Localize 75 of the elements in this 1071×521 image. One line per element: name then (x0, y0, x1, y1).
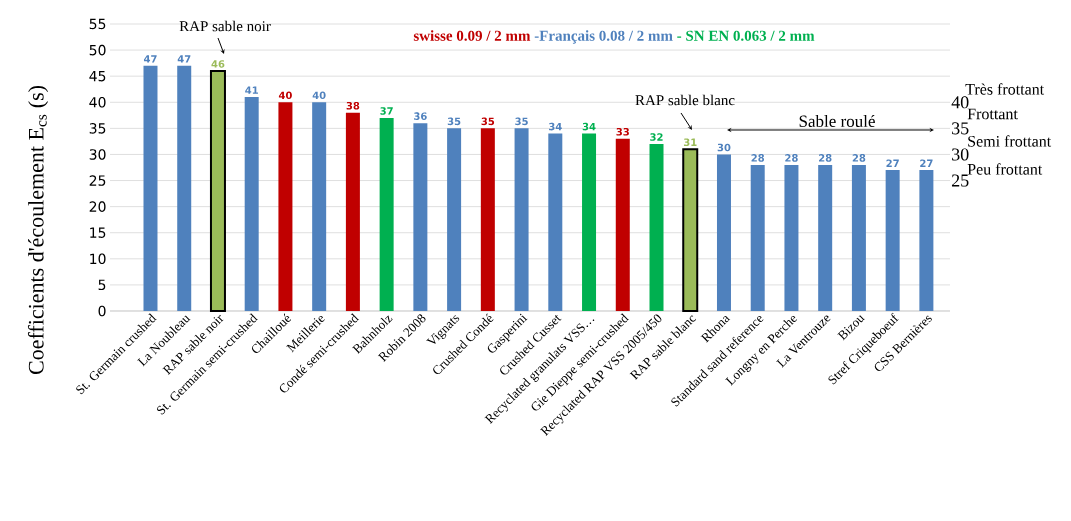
text: Peu frottant (967, 163, 1043, 175)
bar (447, 128, 462, 311)
data-label: 35 (515, 117, 528, 126)
y-tick-label: 10 (90, 253, 106, 265)
y-tick-label: 35 (89, 123, 106, 134)
annotation: RAP sable noir (179, 20, 271, 32)
bar (312, 102, 327, 311)
data-label: 38 (346, 101, 360, 110)
bar (784, 164, 799, 311)
text: - SN EN 0.063 / 2 mm (677, 30, 815, 41)
y2-tick-label: 30 (952, 148, 969, 161)
bar (919, 170, 934, 311)
data-label: 28 (751, 154, 765, 162)
data-label: 40 (278, 91, 292, 100)
data-label: 28 (852, 154, 866, 162)
y-tick-label: 45 (89, 70, 106, 82)
bar (244, 97, 259, 311)
bar (818, 164, 833, 311)
y-tick-label: 15 (90, 227, 106, 238)
data-label: 31 (683, 138, 697, 147)
bar (413, 123, 428, 311)
bar (548, 133, 563, 311)
y2-tick-label: 40 (951, 96, 969, 109)
bar (649, 144, 664, 311)
data-label: 27 (920, 159, 933, 167)
bar (851, 164, 866, 311)
bar (345, 112, 360, 311)
text: -Français 0.08 / 2 mm (534, 30, 673, 44)
bar (615, 138, 630, 311)
data-label: 41 (245, 86, 258, 94)
data-label: 34 (549, 122, 562, 131)
data-label: 35 (447, 117, 461, 126)
text: Semi frottant (968, 135, 1052, 147)
bar (379, 117, 394, 311)
bar (682, 148, 699, 312)
data-label: 47 (143, 55, 157, 63)
data-label: 40 (312, 91, 326, 100)
data-label: 37 (380, 107, 393, 115)
y-tick-label: 0 (98, 305, 106, 317)
y2-tick-label: 35 (952, 122, 969, 135)
annotation: RAP sable blanc (635, 94, 735, 106)
y-tick-label: 30 (89, 149, 106, 160)
text: Frottant (967, 108, 1018, 120)
data-label: 28 (785, 154, 798, 162)
bar (716, 154, 731, 311)
text: swisse 0.09 / 2 mm (413, 30, 531, 41)
y-axis-title: Coefficients d'écoulement E$_{cs}$ (s) (27, 85, 49, 375)
data-label: 32 (650, 133, 663, 141)
bar (480, 128, 495, 311)
bar (750, 164, 765, 311)
annotation: Sable roulé (799, 114, 875, 127)
y2-tick-label: 25 (951, 174, 969, 187)
y-tick-label: 20 (89, 201, 106, 212)
bar (143, 65, 158, 311)
data-label: 33 (616, 128, 629, 136)
bar (278, 102, 293, 311)
data-label: 35 (481, 117, 495, 126)
data-label: 27 (886, 159, 899, 167)
data-label: 46 (211, 60, 225, 68)
data-label: 47 (177, 55, 191, 63)
bar (177, 65, 192, 311)
y-tick-label: 50 (89, 44, 106, 56)
y-tick-label: 55 (89, 18, 106, 30)
y-tick-label: 40 (89, 96, 106, 108)
data-label: 34 (582, 122, 596, 131)
data-label: 28 (819, 154, 832, 162)
data-label: 30 (717, 143, 731, 152)
y-tick-label: 25 (89, 175, 106, 186)
bar (209, 69, 226, 312)
text: Très frottant (965, 83, 1045, 95)
bar (582, 133, 597, 311)
bar (885, 170, 900, 311)
data-label: 36 (414, 112, 427, 120)
bar (514, 128, 529, 311)
y-tick-label: 5 (98, 279, 106, 291)
